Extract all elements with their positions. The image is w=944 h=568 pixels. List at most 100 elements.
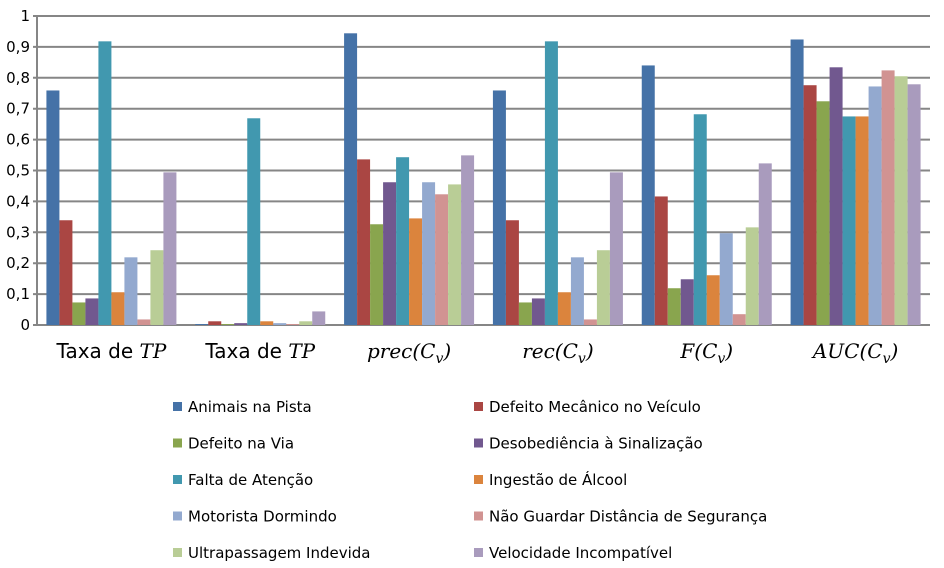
bar-4-5 xyxy=(842,116,856,325)
bar-0-4 xyxy=(641,65,655,325)
x-tick-label-part: rec(C xyxy=(522,339,578,363)
legend-label: Falta de Atenção xyxy=(188,471,313,489)
legend-label: Não Guardar Distância de Segurança xyxy=(489,508,767,526)
x-tick-label: prec(Cv) xyxy=(367,339,451,367)
bar-9-5 xyxy=(907,84,921,325)
bar-2-1 xyxy=(221,324,235,325)
bar-2-4 xyxy=(667,288,681,325)
bar-1-2 xyxy=(357,159,371,325)
y-tick-label: 0,3 xyxy=(6,223,30,241)
bar-2-3 xyxy=(518,302,532,325)
bar-5-4 xyxy=(706,275,720,325)
bar-8-3 xyxy=(596,250,610,325)
bar-0-2 xyxy=(344,33,358,325)
x-tick-label: Taxa de TP xyxy=(56,339,167,363)
bar-9-1 xyxy=(312,311,326,325)
bar-4-0 xyxy=(98,41,112,325)
x-tick-label-part: Taxa de xyxy=(204,339,288,363)
bar-6-1 xyxy=(273,323,287,325)
x-tick-label: F(Cv) xyxy=(679,339,733,367)
x-tick-label: AUC(Cv) xyxy=(811,339,898,367)
bar-4-4 xyxy=(693,114,707,326)
bar-5-1 xyxy=(260,321,274,325)
x-tick-label-part: ) xyxy=(724,339,733,363)
bar-8-5 xyxy=(894,76,908,325)
bar-6-3 xyxy=(570,257,584,325)
bar-5-0 xyxy=(111,292,125,325)
x-tick-label-part: v xyxy=(883,351,891,367)
x-tick-label-part: F(C xyxy=(679,339,717,363)
bar-9-3 xyxy=(609,172,623,325)
y-tick-label: 0,2 xyxy=(6,254,30,272)
x-tick-label-part: TP xyxy=(140,339,167,363)
x-tick-label-part: ) xyxy=(442,339,451,363)
legend-swatch xyxy=(173,548,182,557)
bar-0-5 xyxy=(790,39,804,325)
x-tick-label-part: v xyxy=(578,351,586,367)
bar-3-3 xyxy=(531,298,545,325)
legend-swatch xyxy=(474,402,483,411)
bar-2-0 xyxy=(72,302,86,325)
bar-3-1 xyxy=(234,323,248,325)
y-tick-label: 0,1 xyxy=(6,285,30,303)
bar-7-3 xyxy=(583,319,597,325)
bar-1-4 xyxy=(654,196,668,325)
bar-9-4 xyxy=(758,163,772,325)
bar-4-2 xyxy=(396,157,410,325)
bar-7-2 xyxy=(435,194,449,325)
legend-label: Animais na Pista xyxy=(188,398,312,416)
legend-swatch xyxy=(474,548,483,557)
bar-7-1 xyxy=(286,324,300,325)
y-tick-label: 0,4 xyxy=(6,192,30,210)
x-tick-label-part: ) xyxy=(889,339,898,363)
legend-swatch xyxy=(173,402,182,411)
bar-3-2 xyxy=(383,182,397,325)
bar-8-0 xyxy=(150,250,164,325)
bar-6-0 xyxy=(124,257,138,325)
bar-3-5 xyxy=(829,67,843,325)
legend-swatch xyxy=(173,511,182,521)
bar-1-1 xyxy=(208,321,222,325)
bar-2-2 xyxy=(370,224,384,325)
legend-swatch xyxy=(474,475,483,484)
bar-8-1 xyxy=(299,321,313,325)
legend-swatch xyxy=(474,511,483,521)
legend-label: Defeito na Via xyxy=(188,435,294,453)
y-tick-label: 0,9 xyxy=(6,38,30,56)
bar-0-0 xyxy=(46,90,60,326)
bar-4-3 xyxy=(544,41,558,325)
x-tick-label-part: ) xyxy=(585,339,594,363)
bar-5-2 xyxy=(409,218,423,325)
bar-4-1 xyxy=(247,118,261,326)
bar-8-2 xyxy=(448,184,462,325)
x-tick-label: Taxa de TP xyxy=(204,339,315,363)
legend-label: Velocidade Incompatível xyxy=(489,544,672,562)
bar-7-4 xyxy=(732,314,746,325)
y-tick-label: 0,5 xyxy=(6,162,30,180)
bar-1-3 xyxy=(505,220,519,325)
bar-9-2 xyxy=(461,155,475,325)
bar-0-3 xyxy=(492,90,506,326)
bar-5-5 xyxy=(855,116,869,325)
legend-label: Defeito Mecânico no Veículo xyxy=(489,398,701,416)
bar-7-5 xyxy=(881,70,895,325)
bar-7-0 xyxy=(137,319,151,325)
y-tick-label: 0,6 xyxy=(6,131,30,149)
x-tick-label-part: prec(C xyxy=(367,339,436,363)
y-tick-label: 0,8 xyxy=(6,69,30,87)
bar-1-5 xyxy=(803,85,817,325)
legend-label: Ultrapassagem Indevida xyxy=(188,544,371,562)
bar-9-0 xyxy=(163,172,177,325)
y-tick-label: 0,7 xyxy=(6,100,30,118)
legend-swatch xyxy=(173,475,182,484)
bar-6-5 xyxy=(868,86,882,326)
bar-1-0 xyxy=(59,220,73,325)
y-tick-label: 1 xyxy=(20,7,30,25)
bar-3-0 xyxy=(85,298,99,325)
bar-0-1 xyxy=(195,324,209,325)
legend-swatch xyxy=(173,438,182,448)
legend-label: Motorista Dormindo xyxy=(188,508,337,526)
bar-2-5 xyxy=(816,101,830,325)
